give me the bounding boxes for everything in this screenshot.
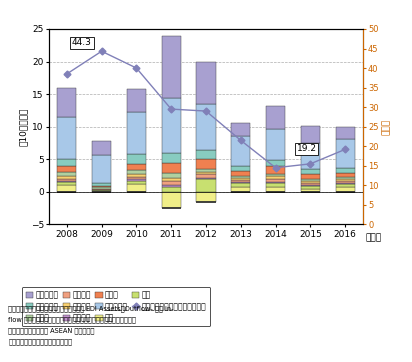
Bar [197, 62, 215, 104]
Bar [231, 166, 250, 171]
Bar [57, 179, 76, 181]
Bar [266, 176, 285, 180]
Bar [266, 174, 285, 176]
Bar [301, 181, 320, 183]
Bar [336, 187, 355, 192]
Bar [92, 183, 111, 186]
Bar [92, 189, 111, 190]
Bar [92, 187, 111, 189]
Legend: オセアニア, 北東アジア, その他, 西アジア, 南アジア, アフリカ, 中南米, 東南アジア, 欧州, 北米, 東南アジア域内の割合（右軸）: オセアニア, 北東アジア, その他, 西アジア, 南アジア, アフリカ, 中南米… [22, 287, 210, 326]
Bar [162, 98, 181, 153]
Bar [231, 178, 250, 180]
Bar [197, 172, 215, 174]
Bar [336, 183, 355, 184]
Bar [336, 168, 355, 173]
Bar [127, 154, 146, 164]
Bar [197, 169, 215, 172]
Bar [301, 186, 320, 189]
Bar [197, 177, 215, 179]
Bar [197, 159, 215, 169]
Bar [127, 112, 146, 154]
Bar [231, 136, 250, 166]
Bar [231, 187, 250, 192]
Bar [162, 187, 181, 192]
Bar [231, 180, 250, 182]
Bar [301, 126, 320, 143]
Bar [92, 141, 111, 155]
Bar [231, 176, 250, 178]
Bar [162, 181, 181, 185]
Text: （年）: （年） [366, 233, 382, 242]
Bar [266, 184, 285, 187]
Bar [127, 180, 146, 181]
Bar [336, 127, 355, 139]
Bar [336, 173, 355, 177]
Bar [57, 185, 76, 192]
Bar [197, 174, 215, 177]
Bar [57, 166, 76, 172]
Text: 19.2: 19.2 [297, 144, 316, 153]
Bar [336, 181, 355, 183]
Bar [162, 185, 181, 187]
Bar [127, 171, 146, 174]
Bar [92, 186, 111, 187]
Bar [301, 185, 320, 186]
Text: 資料：マレーシ中央銀行から作成。: 資料：マレーシ中央銀行から作成。 [8, 338, 72, 345]
Bar [231, 184, 250, 187]
Bar [162, 153, 181, 163]
Bar [231, 171, 250, 176]
Bar [301, 183, 320, 185]
Bar [57, 182, 76, 185]
Bar [127, 174, 146, 177]
Bar [162, 36, 181, 98]
Bar [57, 159, 76, 166]
Y-axis label: （10億ドル）: （10億ドル） [19, 108, 28, 146]
Bar [92, 190, 111, 191]
Bar [127, 184, 146, 192]
Text: 表されているが、ほぼ ASEAN とみなす。: 表されているが、ほぼ ASEAN とみなす。 [8, 328, 95, 334]
Bar [336, 184, 355, 187]
Bar [57, 176, 76, 179]
Bar [127, 164, 146, 171]
Bar [301, 169, 320, 174]
Bar [127, 177, 146, 180]
Bar [57, 117, 76, 159]
Bar [266, 182, 285, 184]
Bar [301, 143, 320, 169]
Bar [231, 182, 250, 184]
Bar [197, 104, 215, 150]
Bar [336, 179, 355, 181]
Bar [301, 189, 320, 192]
Bar [301, 179, 320, 181]
Bar [231, 123, 250, 136]
Bar [301, 174, 320, 179]
Bar [127, 89, 146, 112]
Bar [162, 192, 181, 208]
Bar [266, 129, 285, 160]
Bar [197, 179, 215, 192]
Bar [266, 180, 285, 182]
Bar [162, 173, 181, 178]
Bar [92, 191, 111, 192]
Bar [197, 150, 215, 159]
Bar [57, 88, 76, 117]
Bar [336, 139, 355, 168]
Bar [92, 155, 111, 183]
Bar [162, 178, 181, 181]
Bar [266, 187, 285, 192]
Bar [266, 160, 285, 167]
Text: 備考：対外直接投賄額は、国際収支統計の FDI Assets（Outflow- から in-: 備考：対外直接投賄額は、国際収支統計の FDI Assets（Outflow- … [8, 306, 174, 312]
Bar [127, 181, 146, 184]
Bar [57, 181, 76, 182]
Y-axis label: （％）: （％） [382, 119, 391, 135]
Bar [57, 172, 76, 176]
Bar [197, 192, 215, 202]
Bar [162, 163, 181, 173]
Text: 44.3: 44.3 [72, 38, 92, 47]
Bar [266, 106, 285, 129]
Bar [266, 167, 285, 174]
Bar [336, 177, 355, 179]
Text: flow を差し引いた分）としている。なお、「東南アジア」として公: flow を差し引いた分）としている。なお、「東南アジア」として公 [8, 317, 136, 323]
